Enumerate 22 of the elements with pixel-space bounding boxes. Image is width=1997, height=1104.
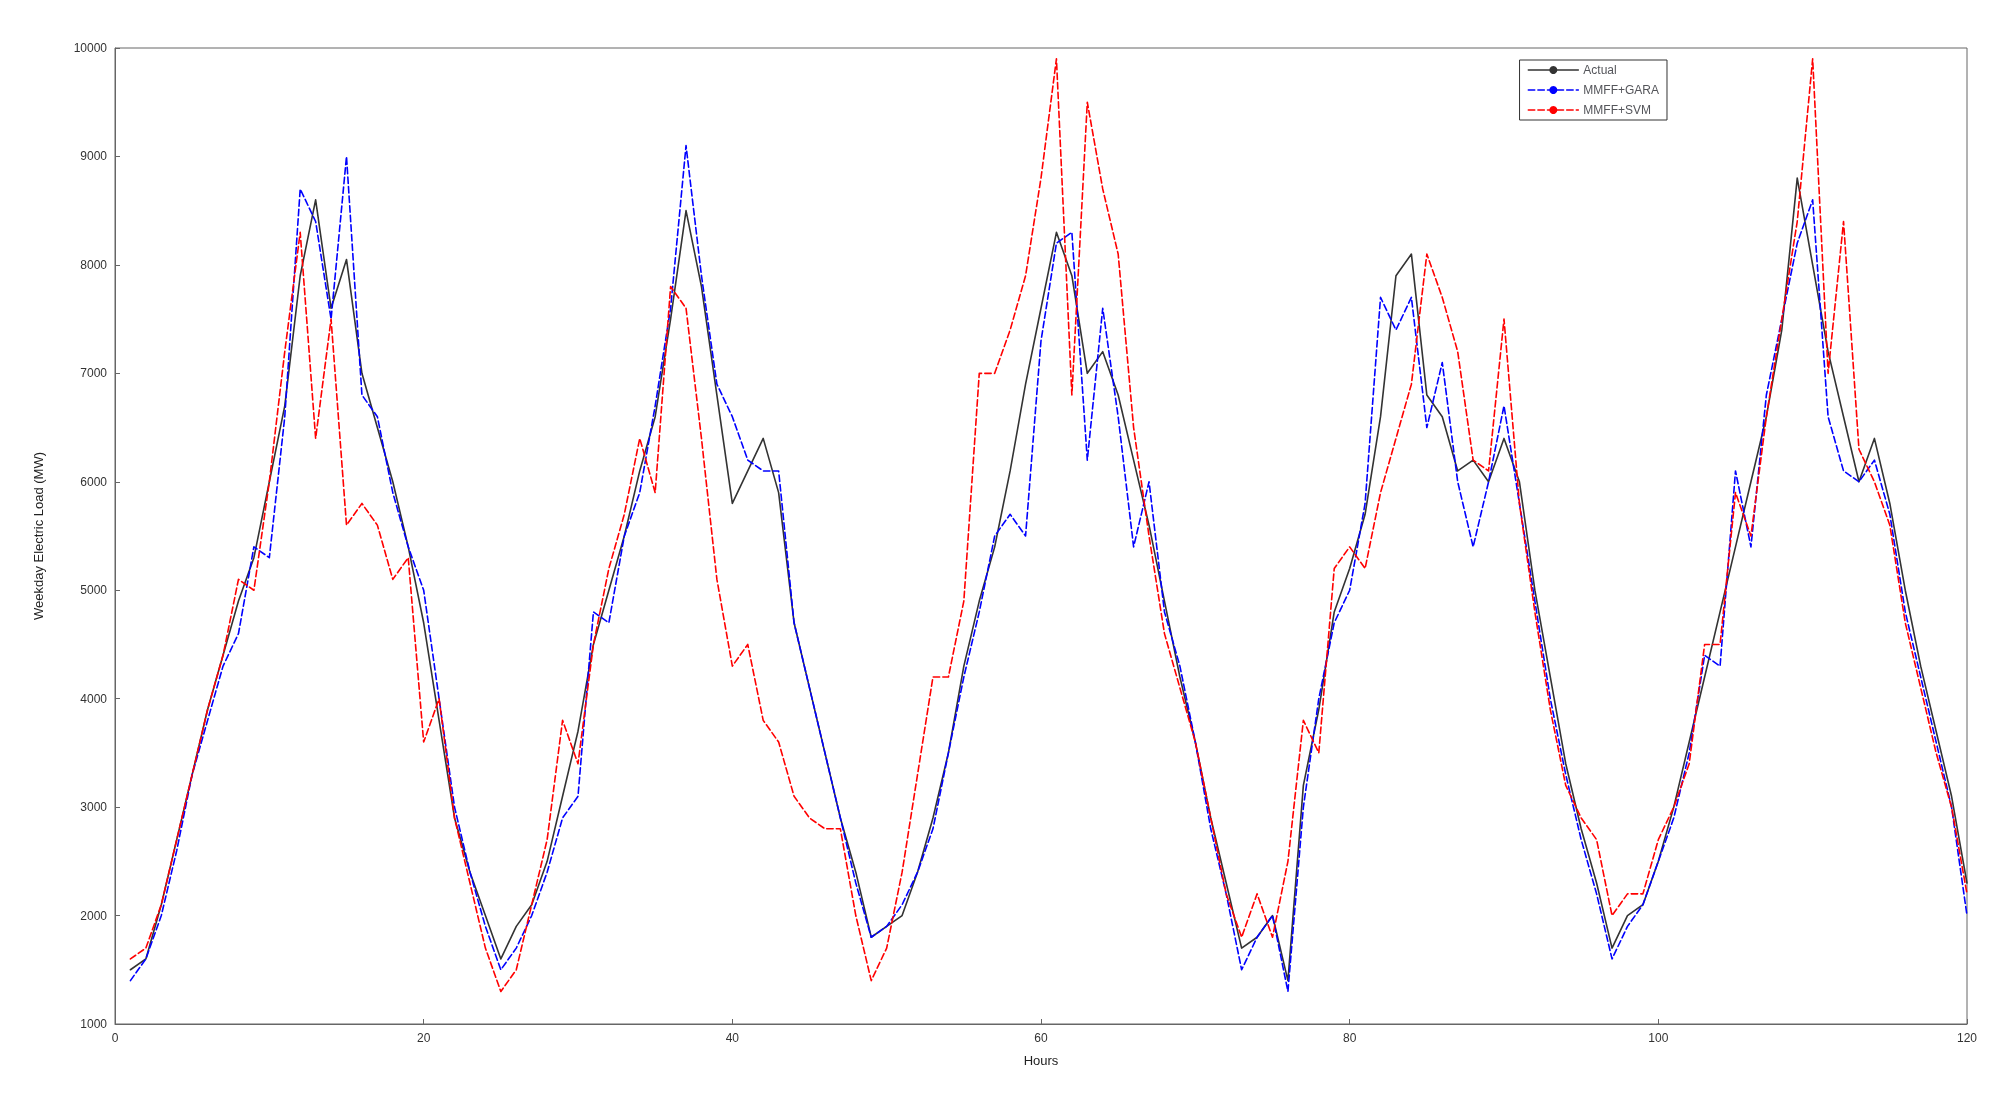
x-tick-label: 80 [1342,1031,1357,1045]
x-tick-label: 120 [1956,1031,1978,1045]
y-tick-label: 6000 [80,474,108,489]
legend-label: Actual [1583,63,1617,77]
x-tick-label: 40 [725,1031,740,1045]
y-tick-label: 3000 [80,800,108,815]
x-tick-label: 60 [1034,1031,1048,1045]
legend-label: MMFF+GARA [1583,83,1659,97]
y-tick-label: 5000 [80,583,108,598]
y-tick-label: 10000 [73,41,108,55]
x-tick-label: 0 [111,1031,119,1045]
y-tick-label: 4000 [80,691,108,706]
y-tick-label: 7000 [80,366,108,381]
y-axis-title: Weekday Electric Load (MW) [31,451,46,621]
y-tick-label: 1000 [80,1017,108,1031]
x-tick-label: 100 [1648,1031,1669,1045]
y-tick-label: 9000 [80,149,108,164]
x-axis-title: Hours [1023,1053,1059,1068]
y-tick-label: 8000 [80,257,108,272]
x-tick-label: 20 [416,1031,431,1045]
y-tick-label: 2000 [80,908,108,923]
legend-label: MMFF+SVM [1583,103,1651,117]
